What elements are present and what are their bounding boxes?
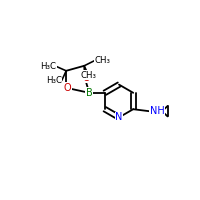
Text: H₃C: H₃C xyxy=(46,76,62,85)
Text: CH₃: CH₃ xyxy=(81,71,97,80)
Text: B: B xyxy=(86,88,93,98)
Text: NH: NH xyxy=(150,106,164,116)
Text: O: O xyxy=(83,73,91,83)
Text: CH₃: CH₃ xyxy=(94,56,110,65)
Text: N: N xyxy=(115,112,123,122)
Text: H₃C: H₃C xyxy=(40,62,56,71)
Text: O: O xyxy=(64,83,72,93)
